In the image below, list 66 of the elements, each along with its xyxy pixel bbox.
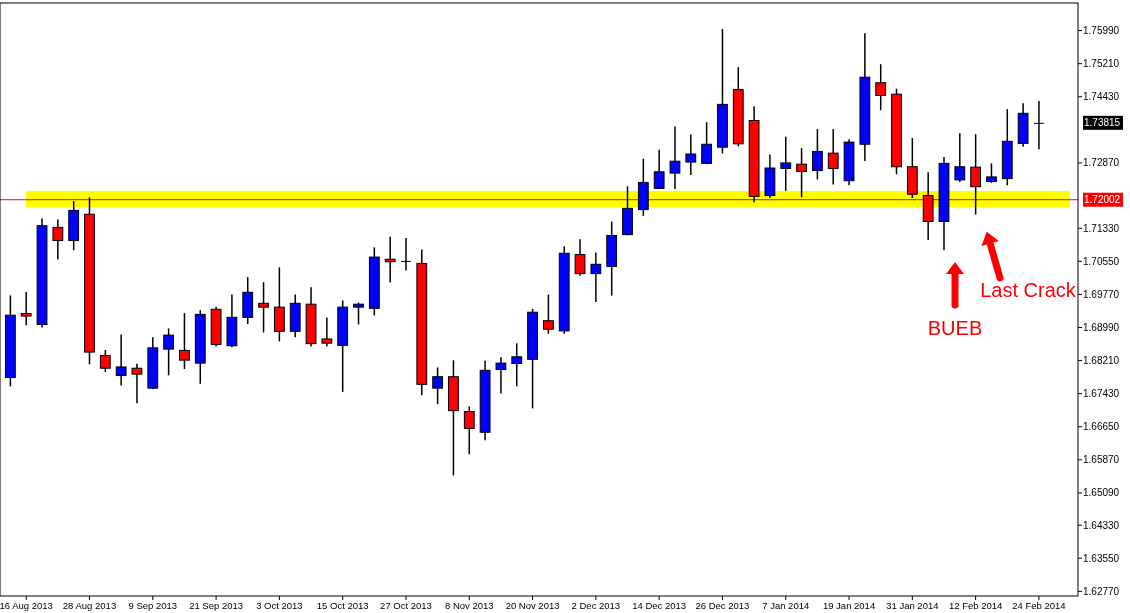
text: 1.73815 xyxy=(1084,117,1121,129)
candlestick xyxy=(701,122,713,165)
candlestick xyxy=(574,239,586,276)
x-tick-label: 3 Oct 2013 xyxy=(256,600,303,611)
y-tick-label: 1.63550 xyxy=(1083,552,1120,564)
candlestick xyxy=(495,357,507,394)
candlestick xyxy=(811,129,823,180)
candlestick xyxy=(827,129,839,185)
ref-line-label: 1.72002 xyxy=(1084,194,1121,206)
x-tick-label: 8 Nov 2013 xyxy=(444,600,494,611)
candlestick xyxy=(780,136,792,191)
y-tick-label: 1.65870 xyxy=(1083,454,1120,466)
candlestick xyxy=(99,350,111,372)
candlestick xyxy=(669,126,681,190)
candlestick xyxy=(653,149,665,190)
y-tick-label: 1.75210 xyxy=(1083,58,1120,70)
candlestick xyxy=(542,294,554,334)
x-tick-label: 14 Dec 2013 xyxy=(632,600,687,611)
y-tick-label: 1.68210 xyxy=(1083,355,1120,367)
annotation: Last Crack xyxy=(980,279,1077,301)
candlestick xyxy=(511,343,523,387)
candlestick xyxy=(115,334,127,386)
y-tick-label: 1.68990 xyxy=(1083,322,1120,333)
y-tick-label: 1.66650 xyxy=(1083,421,1120,433)
y-tick-label: 1.62770 xyxy=(1083,585,1120,597)
candlestick xyxy=(353,302,364,325)
candlestick xyxy=(685,134,697,176)
candlestick xyxy=(590,252,602,302)
candlestick xyxy=(163,328,175,376)
x-tick-label: 26 Dec 2013 xyxy=(695,600,750,611)
y-tick-label: 1.65090 xyxy=(1083,487,1120,499)
candlestick xyxy=(796,148,807,198)
candlestick xyxy=(1034,101,1044,150)
y-tick-label: 1.70550 xyxy=(1083,255,1120,267)
candlestick xyxy=(954,133,966,182)
x-tick-label: 20 Nov 2013 xyxy=(505,600,560,611)
y-tick-label: 1.72870 xyxy=(1083,157,1120,169)
candlestick xyxy=(52,219,64,260)
x-tick-label: 7 Jan 2014 xyxy=(762,600,810,611)
candlestick xyxy=(875,64,887,111)
x-tick-label: 31 Jan 2014 xyxy=(886,600,939,611)
y-tick-label: 1.64330 xyxy=(1083,519,1120,531)
x-tick-label: 28 Aug 2013 xyxy=(62,600,117,611)
candlestick xyxy=(321,317,333,347)
candlestick xyxy=(463,406,475,455)
x-tick-label: 16 Aug 2013 xyxy=(0,600,53,611)
x-tick-label: 21 Sep 2013 xyxy=(189,600,244,611)
candlestick xyxy=(179,313,190,369)
annotation: BUEB xyxy=(927,317,983,339)
candlestick xyxy=(20,291,32,326)
y-tick-label: 1.67430 xyxy=(1083,388,1120,400)
x-tick-label: 12 Feb 2014 xyxy=(948,600,1003,611)
x-tick-label: 27 Oct 2013 xyxy=(380,600,432,611)
y-tick-label: 1.69770 xyxy=(1083,288,1120,300)
candlestick xyxy=(131,363,143,404)
candlestick xyxy=(258,282,269,333)
y-tick-label: 1.75990 xyxy=(1083,25,1120,37)
x-tick-label: 19 Jan 2014 xyxy=(822,600,876,611)
x-tick-label: 24 Feb 2014 xyxy=(1012,600,1066,611)
x-tick-label: 15 Oct 2013 xyxy=(316,600,369,611)
candlestick xyxy=(401,238,411,271)
candlestick xyxy=(432,367,444,405)
x-tick-label: 9 Sep 2013 xyxy=(128,600,178,611)
x-tick-label: 2 Dec 2013 xyxy=(571,600,621,611)
y-tick-label: 1.71330 xyxy=(1083,222,1120,234)
y-tick-label: 1.74430 xyxy=(1083,91,1120,103)
